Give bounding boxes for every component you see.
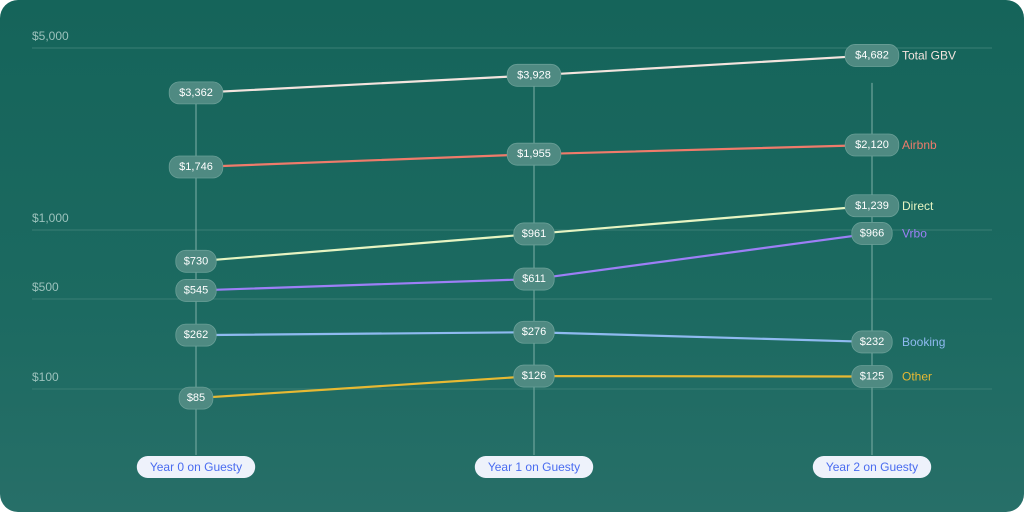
data-label: $545 [184, 284, 208, 296]
data-label: $1,955 [517, 148, 551, 160]
pill-background [175, 249, 217, 273]
category-pill [812, 456, 932, 478]
y-tick-label: $100 [32, 370, 59, 384]
data-label-pill: $730 [175, 249, 217, 273]
data-label: $966 [860, 227, 884, 239]
data-label: $85 [187, 392, 205, 404]
series-label: Total GBV [902, 48, 956, 62]
pill-background [178, 386, 214, 410]
pill-background [844, 133, 900, 157]
category-label: Year 1 on Guesty [474, 456, 594, 478]
data-label-pill: $126 [513, 364, 555, 388]
data-label: $1,239 [855, 200, 889, 212]
series-label: Airbnb [902, 138, 937, 152]
pill-background [506, 142, 562, 166]
data-label-pill: $1,746 [168, 155, 224, 179]
data-label: $126 [522, 370, 546, 382]
pill-background [175, 279, 217, 302]
data-label: $125 [860, 371, 884, 383]
pill-background [844, 44, 900, 67]
category-pill [136, 456, 256, 478]
pill-background [506, 63, 562, 87]
data-label: $611 [522, 273, 546, 285]
data-label: $1,746 [179, 161, 213, 173]
pill-background [513, 267, 555, 291]
pill-background [513, 222, 555, 246]
data-label: $3,928 [517, 69, 551, 81]
y-tick-label: $5,000 [32, 29, 69, 43]
pill-background [513, 364, 555, 388]
data-label-pill: $1,239 [844, 194, 900, 218]
data-label-pill: $961 [513, 222, 555, 246]
data-label-pill: $125 [851, 365, 893, 388]
data-label: $4,682 [855, 49, 889, 61]
category-text: Year 2 on Guesty [826, 460, 918, 474]
category-pill [474, 456, 594, 478]
y-tick-label: $1,000 [32, 211, 69, 225]
data-label-pill: $232 [851, 330, 893, 354]
data-label-pill: $4,682 [844, 44, 900, 67]
pill-background [851, 222, 893, 245]
data-label-pill: $3,362 [168, 81, 224, 105]
data-label-pill: $545 [175, 279, 217, 302]
pill-background [844, 194, 900, 218]
series-label: Booking [902, 335, 945, 349]
category-text: Year 1 on Guesty [488, 460, 580, 474]
data-label: $2,120 [855, 139, 889, 151]
data-label-pill: $966 [851, 222, 893, 245]
pill-background [168, 155, 224, 179]
pill-background [851, 365, 893, 388]
pill-background [168, 81, 224, 105]
data-label: $961 [522, 228, 546, 240]
category-label: Year 0 on Guesty [136, 456, 256, 478]
data-label-pill: $1,955 [506, 142, 562, 166]
data-label: $3,362 [179, 87, 213, 99]
data-label-pill: $3,928 [506, 63, 562, 87]
data-label-pill: $611 [513, 267, 555, 291]
y-tick-label: $500 [32, 280, 59, 294]
series-label: Other [902, 370, 932, 384]
series-label: Vrbo [902, 226, 927, 240]
data-label: $262 [184, 329, 208, 341]
category-label: Year 2 on Guesty [812, 456, 932, 478]
data-label-pill: $262 [175, 323, 217, 347]
pill-background [513, 320, 555, 344]
category-text: Year 0 on Guesty [150, 460, 242, 474]
data-label: $276 [522, 326, 546, 338]
series-label: Direct [902, 199, 934, 213]
data-label: $232 [860, 336, 884, 348]
pill-background [851, 330, 893, 354]
data-label-pill: $85 [178, 386, 214, 410]
data-label: $730 [184, 255, 208, 267]
data-label-pill: $2,120 [844, 133, 900, 157]
data-label-pill: $276 [513, 320, 555, 344]
pill-background [175, 323, 217, 347]
